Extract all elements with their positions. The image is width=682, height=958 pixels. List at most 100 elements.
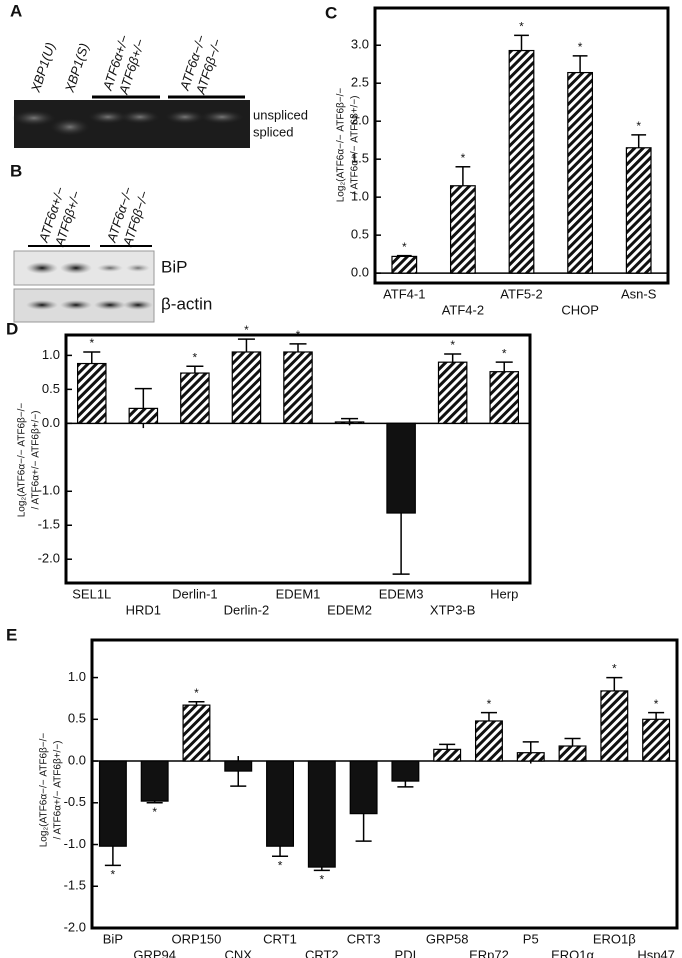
y-tick-label: -2.0: [64, 919, 86, 934]
significance-marker: *: [278, 858, 283, 872]
x-tick-label: ATF4-1: [383, 286, 425, 301]
bar: [349, 760, 378, 815]
x-tick-label: Derlin-1: [172, 586, 218, 601]
bar: [98, 760, 127, 847]
band-label: BiP: [161, 257, 187, 276]
bar: [474, 720, 503, 762]
bar: [437, 361, 468, 424]
significance-marker: *: [612, 662, 617, 676]
y-tick-label: 0.0: [351, 265, 369, 280]
bar: [508, 49, 535, 274]
bar: [224, 760, 253, 772]
bar: [334, 421, 365, 424]
y-tick-label: 0.5: [68, 711, 86, 726]
y-tick-label: -1.5: [64, 878, 86, 893]
bar: [266, 760, 295, 847]
bar: [625, 147, 652, 274]
y-tick-label: 1.0: [68, 669, 86, 684]
bar: [182, 704, 211, 762]
bar: [76, 362, 107, 424]
bar: [516, 752, 545, 762]
x-tick-label: ERp72: [469, 947, 509, 958]
bar: [231, 351, 262, 424]
panel-letter: E: [6, 625, 17, 644]
bar: [391, 255, 418, 274]
bar: [307, 760, 336, 868]
bar: [128, 407, 159, 424]
y-tick-label: 0.5: [42, 381, 60, 396]
significance-marker: *: [194, 686, 199, 700]
significance-marker: *: [152, 805, 157, 819]
lane-label: XBP1(U): [28, 41, 58, 95]
x-tick-label: P5: [523, 931, 539, 946]
significance-marker: *: [111, 868, 116, 882]
x-tick-label: CRT2: [305, 947, 339, 958]
y-tick-label: 0.0: [68, 752, 86, 767]
x-tick-label: ATF5-2: [500, 286, 542, 301]
gel-band: [12, 110, 56, 126]
x-tick-label: GRP94: [133, 947, 176, 958]
bar: [391, 760, 420, 782]
significance-marker: *: [319, 873, 324, 887]
y-tick-label: 2.5: [351, 75, 369, 90]
plot-frame: [64, 333, 532, 585]
band-label: β-actin: [161, 294, 212, 313]
x-tick-label: ORP150: [172, 931, 222, 946]
y-tick-label: 1.5: [351, 151, 369, 166]
x-tick-label: CRT3: [347, 931, 381, 946]
x-tick-label: Derlin-2: [224, 602, 270, 617]
gel-band: [120, 110, 160, 124]
x-tick-label: EDEM2: [327, 602, 372, 617]
significance-marker: *: [487, 697, 492, 711]
y-axis-label: / ATF6α+/− ATF6β+/−): [31, 411, 42, 510]
blot-band: [126, 264, 150, 272]
x-tick-label: ERO1β: [593, 931, 636, 946]
y-tick-label: 1.0: [351, 189, 369, 204]
y-axis-label: Log₂(ATF6α−/− ATF6β−/−: [17, 403, 28, 518]
x-tick-label: SEL1L: [72, 586, 111, 601]
bar: [567, 71, 594, 274]
significance-marker: *: [193, 350, 198, 364]
significance-marker: *: [578, 40, 583, 54]
y-axis-label: / ATF6α+/− ATF6β+/−): [350, 96, 361, 195]
plot-frame: [90, 638, 679, 930]
x-tick-label: Asn-S: [621, 286, 657, 301]
y-tick-label: -1.5: [38, 517, 60, 532]
y-tick-label: -1.0: [64, 836, 86, 851]
blot-band: [94, 300, 126, 310]
blot-band: [123, 300, 153, 310]
lane-label: XBP1(S): [62, 41, 92, 95]
x-tick-label: Herp: [490, 586, 518, 601]
gel-band: [88, 110, 128, 124]
bar: [642, 718, 671, 762]
significance-marker: *: [636, 119, 641, 133]
bar: [558, 745, 587, 762]
y-tick-label: 2.0: [351, 113, 369, 128]
y-axis-label: / ATF6α+/− ATF6β+/−): [53, 741, 64, 840]
blot-band: [60, 262, 92, 274]
y-tick-label: 0.0: [42, 415, 60, 430]
blot-band: [60, 300, 92, 310]
bar: [386, 422, 416, 514]
blot-band: [26, 300, 58, 310]
x-tick-label: CNX: [225, 947, 253, 958]
bar: [140, 760, 169, 802]
gel-band: [165, 110, 205, 124]
significance-marker: *: [461, 151, 466, 165]
band-label: spliced: [253, 124, 293, 139]
significance-marker: *: [519, 20, 524, 34]
bar: [283, 351, 313, 424]
significance-marker: *: [244, 323, 249, 337]
x-tick-label: BiP: [103, 931, 123, 946]
panel-letter: A: [10, 1, 22, 20]
y-tick-label: -2.0: [38, 551, 60, 566]
significance-marker: *: [89, 336, 94, 350]
significance-marker: *: [450, 338, 455, 352]
y-axis-label: Log₂(ATF6α−/− ATF6β−/−: [39, 733, 50, 848]
x-tick-label: GRP58: [426, 931, 469, 946]
bar: [180, 372, 210, 424]
x-tick-label: EDEM3: [379, 586, 424, 601]
bar: [489, 371, 519, 424]
significance-marker: *: [654, 697, 659, 711]
